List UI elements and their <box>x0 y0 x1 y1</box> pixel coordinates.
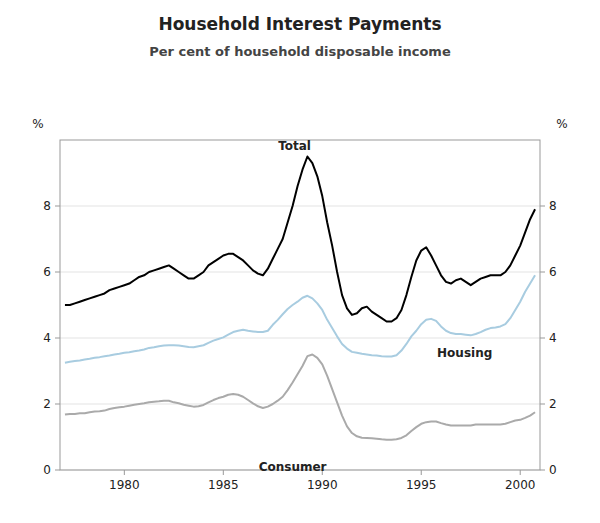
y-tick <box>55 338 60 339</box>
x-tick-label: 2000 <box>505 478 536 492</box>
y2-axis-label: % <box>556 117 567 131</box>
series-label: Total <box>278 139 311 153</box>
y2-tick-label: 8 <box>549 199 557 213</box>
y2-tick <box>540 404 545 405</box>
y-tick-label: 6 <box>43 265 51 279</box>
plot-area <box>65 157 535 440</box>
x-tick <box>124 470 125 475</box>
grid-line <box>60 338 540 339</box>
x-tick <box>421 470 422 475</box>
x-tick-label: 1990 <box>307 478 338 492</box>
x-tick-label: 1980 <box>109 478 140 492</box>
x-tick <box>520 470 521 475</box>
grid-line <box>60 206 540 207</box>
y2-tick <box>540 206 545 207</box>
y-tick <box>55 272 60 273</box>
subtitle: Per cent of household disposable income <box>149 44 451 59</box>
series-label: Consumer <box>259 460 327 474</box>
series-label: Housing <box>437 346 492 360</box>
x-tick <box>223 470 224 475</box>
x-tick-label: 1985 <box>208 478 239 492</box>
plot-frame <box>60 140 540 470</box>
line <box>65 275 535 362</box>
y-tick <box>55 206 60 207</box>
title: Household Interest Payments <box>158 14 441 34</box>
y-tick-label: 4 <box>43 331 51 345</box>
chart: Household Interest Payments Per cent of h… <box>0 0 600 523</box>
y-tick <box>55 470 60 471</box>
y-tick <box>55 404 60 405</box>
y2-tick <box>540 338 545 339</box>
y2-tick <box>540 470 545 471</box>
y-axis-label: % <box>32 117 43 131</box>
y2-tick-label: 0 <box>549 463 557 477</box>
x-tick-label: 1995 <box>406 478 437 492</box>
y-tick-label: 8 <box>43 199 51 213</box>
y2-tick-label: 2 <box>549 397 557 411</box>
y2-tick-label: 4 <box>549 331 557 345</box>
y2-tick <box>540 272 545 273</box>
y2-tick-label: 6 <box>549 265 557 279</box>
grid-line <box>60 272 540 273</box>
line <box>65 157 535 322</box>
line <box>65 355 535 440</box>
y-tick-label: 2 <box>43 397 51 411</box>
y-tick-label: 0 <box>43 463 51 477</box>
